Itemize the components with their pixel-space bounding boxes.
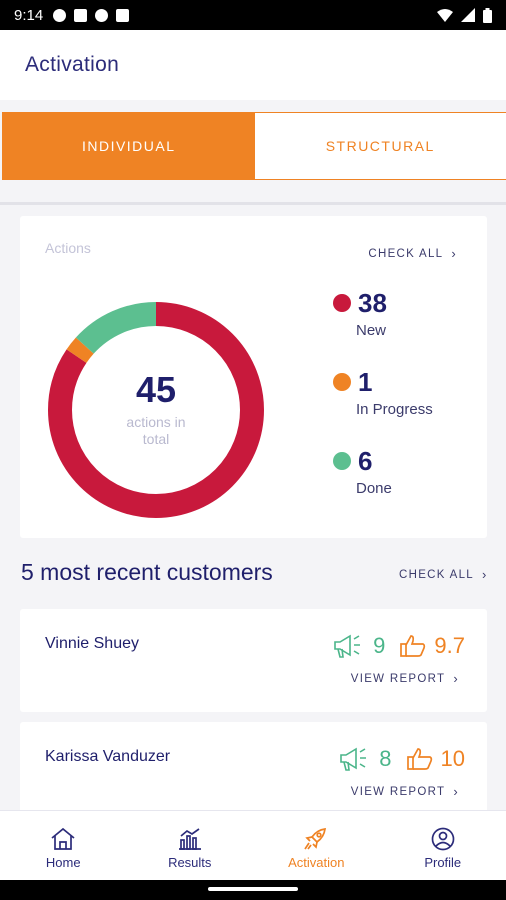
settings-icon: [53, 8, 67, 22]
megaphone-icon: [334, 634, 361, 658]
legend-value-done: 6: [358, 446, 373, 476]
announce-metric: 8: [338, 746, 392, 772]
nav-label-activation: Activation: [288, 855, 345, 870]
customer-card[interactable]: Vinnie Shuey 9 9.7 VIEW REPORT ›: [20, 609, 487, 712]
wifi-icon: [437, 8, 453, 22]
nav-label-profile: Profile: [424, 855, 462, 870]
rocket-icon: [304, 828, 327, 850]
nav-home[interactable]: Home: [0, 811, 127, 880]
thumbs-up-icon: [400, 635, 426, 657]
donut-center: 45 actions in total: [46, 300, 266, 520]
score-metric: 9.7: [399, 633, 465, 659]
customer-card[interactable]: Karissa Vanduzer 8 10 VIEW REPORT ›: [20, 722, 487, 825]
home-icon: [51, 827, 75, 850]
legend-new: 38 New: [333, 290, 387, 339]
nav-profile[interactable]: Profile: [380, 811, 506, 880]
chevron-right-icon: ›: [451, 246, 457, 261]
announce-value: 8: [379, 746, 392, 771]
signal-icon: [461, 8, 475, 22]
score-metric: 10: [406, 746, 465, 772]
chevron-right-icon: ›: [453, 784, 459, 799]
customer-metrics: 8 10: [338, 746, 465, 772]
status-time: 9:14: [14, 6, 44, 24]
tab-structural[interactable]: STRUCTURAL: [254, 113, 506, 179]
legend-dot-in-progress: [333, 373, 351, 391]
customers-check-all-link[interactable]: CHECK ALL ›: [399, 567, 488, 582]
legend-label-done: Done: [356, 480, 392, 497]
megaphone-icon: [340, 747, 367, 771]
announce-metric: 9: [332, 633, 385, 659]
legend-dot-new: [333, 294, 351, 312]
customer-metrics: 9 9.7: [332, 633, 465, 659]
gesture-bar: [0, 880, 506, 900]
actions-label: Actions: [45, 240, 91, 256]
tab-individual[interactable]: INDIVIDUAL: [3, 113, 255, 179]
view-report-link[interactable]: VIEW REPORT ›: [351, 784, 459, 799]
actions-card: Actions CHECK ALL › 45 actions in total …: [20, 216, 487, 538]
legend-value-in-progress: 1: [358, 367, 373, 397]
donut-slice-done: [48, 302, 264, 518]
legend-done: 6 Done: [333, 448, 392, 497]
score-value: 9.7: [434, 633, 465, 658]
actions-donut-chart: [48, 302, 264, 518]
score-value: 10: [440, 746, 465, 771]
donut-total: 45: [135, 369, 177, 410]
legend-dot-done: [333, 452, 351, 470]
actions-check-all-link[interactable]: CHECK ALL ›: [368, 246, 457, 261]
status-bar: 9:14: [0, 0, 506, 30]
tabs-section: INDIVIDUAL STRUCTURAL: [0, 100, 506, 205]
tab-bar: INDIVIDUAL STRUCTURAL: [2, 112, 506, 180]
announce-value: 9: [373, 633, 386, 658]
sd-card-icon: [116, 8, 130, 22]
app-a-icon: [74, 8, 88, 22]
legend-label-new: New: [356, 322, 387, 339]
check-all-label: CHECK ALL: [368, 247, 444, 260]
play-protect-icon: [95, 8, 109, 22]
bar-chart-icon: [178, 828, 201, 850]
nav-activation[interactable]: Activation: [253, 811, 380, 880]
thumbs-up-icon: [406, 748, 432, 770]
profile-icon: [431, 827, 455, 851]
view-report-label: VIEW REPORT: [350, 785, 446, 798]
nav-label-home: Home: [45, 855, 81, 870]
legend-label-in-progress: In Progress: [356, 401, 433, 418]
view-report-label: VIEW REPORT: [350, 672, 446, 685]
chevron-right-icon: ›: [481, 567, 488, 582]
donut-total-caption: actions in total: [126, 414, 186, 447]
check-all-label: CHECK ALL: [399, 568, 474, 581]
bottom-nav: Home Results Activation Profile: [0, 810, 506, 880]
nav-results[interactable]: Results: [127, 811, 254, 880]
customer-name: Karissa Vanduzer: [45, 748, 171, 765]
battery-icon: [483, 7, 492, 23]
home-gesture-pill[interactable]: [208, 887, 298, 891]
legend-value-new: 38: [358, 288, 387, 318]
view-report-link[interactable]: VIEW REPORT ›: [351, 671, 459, 686]
legend-in-progress: 1 In Progress: [333, 369, 433, 418]
recent-customers-title: 5 most recent customers: [21, 559, 273, 585]
customer-name: Vinnie Shuey: [45, 635, 139, 652]
divider: [0, 202, 506, 205]
app-bar: Activation: [0, 30, 506, 100]
nav-label-results: Results: [168, 855, 212, 870]
chevron-right-icon: ›: [453, 671, 459, 686]
page-title: Activation: [25, 53, 120, 76]
